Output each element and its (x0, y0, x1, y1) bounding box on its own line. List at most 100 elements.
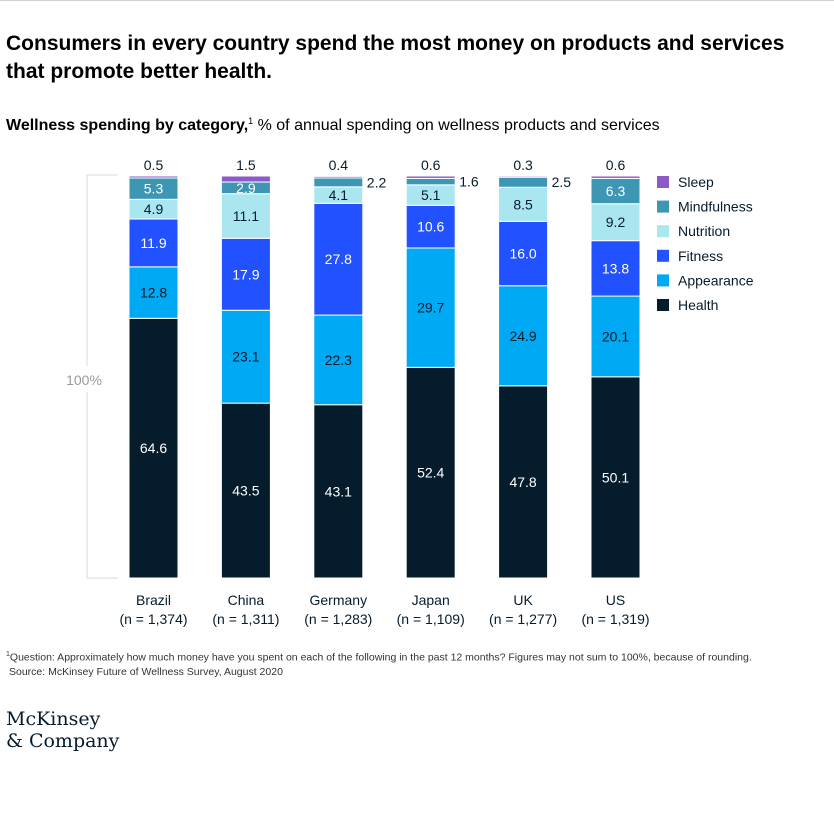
legend-label-mindfulness: Mindfulness (678, 199, 753, 215)
legend-swatch-appearance (657, 274, 669, 287)
bar-segment-health-us (590, 376, 641, 579)
legend-swatch-health (657, 299, 669, 311)
legend-swatch-fitness (657, 249, 669, 262)
data-label-mindfulness-brazil: 5.3 (144, 181, 164, 197)
category-sample-size-germany: (n = 1,283) (304, 611, 372, 627)
bar-segment-sleep-japan (405, 175, 456, 179)
chart-subtitle: Wellness spending by category,1 % of ann… (6, 116, 660, 135)
footnote-question: 1Question: Approximately how much money … (6, 648, 752, 665)
data-label-sleep-germany: 0.4 (329, 157, 349, 173)
bar-segment-health-germany (313, 404, 364, 579)
data-label-appearance-uk: 24.9 (509, 328, 536, 344)
category-label-brazil: Brazil (136, 592, 171, 608)
category-sample-size-uk: (n = 1,277) (489, 611, 557, 627)
legend-swatch-mindfulness (657, 200, 669, 213)
category-label-japan: Japan (412, 592, 450, 608)
subtitle-footnote-marker: 1 (248, 116, 254, 126)
data-label-appearance-us: 20.1 (602, 328, 629, 344)
logo-line-2: & Company (6, 730, 120, 752)
top-rule (0, 0, 834, 1)
bar-segment-fitness-us (590, 240, 641, 297)
data-label-fitness-germany: 27.8 (325, 251, 352, 267)
bar-segment-health-uk (498, 385, 549, 579)
bar-segment-sleep-us (590, 175, 641, 179)
full-scale-label: 100% (66, 372, 102, 388)
bar-segment-mindfulness-us (590, 177, 641, 205)
data-label-fitness-us: 13.8 (602, 260, 629, 276)
data-label-health-us: 50.1 (602, 469, 629, 485)
legend-label-fitness: Fitness (678, 248, 723, 264)
legend-label-appearance: Appearance (678, 272, 754, 288)
bar-segment-sleep-germany (313, 175, 364, 179)
data-label-appearance-japan: 29.7 (417, 300, 444, 316)
data-label-health-japan: 52.4 (417, 465, 444, 481)
category-label-uk: UK (513, 592, 533, 608)
bar-segment-health-brazil (128, 317, 179, 579)
data-label-mindfulness-japan: 1.6 (459, 174, 479, 190)
category-label-china: China (228, 592, 265, 608)
subtitle-bold: Wellness spending by category, (6, 117, 249, 134)
footnote-marker: 1 (6, 651, 10, 658)
data-label-mindfulness-uk: 2.5 (552, 174, 572, 190)
data-label-fitness-brazil: 11.9 (140, 235, 166, 251)
data-label-nutrition-us: 9.2 (606, 214, 626, 230)
bar-segment-appearance-uk (498, 285, 549, 387)
bar-segment-health-china (220, 402, 271, 579)
data-label-nutrition-germany: 4.1 (329, 187, 349, 203)
bar-segment-fitness-germany (313, 202, 364, 316)
data-label-sleep-us: 0.6 (606, 157, 626, 173)
category-label-germany: Germany (310, 592, 368, 608)
legend-label-nutrition: Nutrition (678, 223, 730, 239)
bar-segment-mindfulness-germany (313, 177, 364, 188)
bar-segment-sleep-brazil (128, 175, 179, 179)
footnote: 1Question: Approximately how much money … (6, 648, 752, 679)
data-label-nutrition-japan: 5.1 (421, 187, 441, 203)
data-label-fitness-uk: 16.0 (509, 246, 536, 262)
legend-label-health: Health (678, 297, 718, 313)
bar-segment-nutrition-china (220, 193, 271, 239)
category-sample-size-us: (n = 1,319) (581, 611, 649, 627)
legend-label-sleep: Sleep (678, 174, 714, 190)
bar-segment-appearance-china (220, 309, 271, 404)
bar-segment-fitness-uk (498, 220, 549, 287)
data-label-health-germany: 43.1 (325, 483, 352, 499)
footnote-question-text: Question: Approximately how much money h… (9, 651, 752, 664)
data-label-appearance-brazil: 12.8 (140, 285, 167, 301)
bar-segment-mindfulness-uk (498, 176, 549, 188)
bar-segment-mindfulness-japan (405, 177, 456, 186)
data-label-sleep-japan: 0.6 (421, 157, 441, 173)
data-label-nutrition-china: 11.1 (233, 208, 259, 224)
mckinsey-logo: McKinsey & Company (6, 708, 119, 752)
bar-segment-sleep-uk (498, 175, 549, 178)
category-label-us: US (606, 592, 625, 608)
data-label-mindfulness-germany: 2.2 (367, 174, 387, 190)
bar-segment-appearance-brazil (128, 266, 179, 319)
data-label-fitness-japan: 10.6 (417, 219, 444, 235)
data-label-mindfulness-us: 6.3 (606, 183, 626, 199)
chart-title: Consumers in every country spend the mos… (6, 32, 785, 83)
subtitle-text: % of annual spending on wellness product… (253, 117, 660, 134)
stacked-bar-chart: 100% 64.6 12.8 11.9 4.9 5.3 0.5 Brazil (n = 1,37… (60, 157, 754, 627)
bar-segment-sleep-china (220, 175, 271, 183)
legend-swatch-nutrition (657, 225, 669, 238)
bar-segment-appearance-germany (313, 314, 364, 406)
bar-segment-nutrition-us (590, 203, 641, 242)
bar-segment-fitness-japan (405, 204, 456, 249)
data-label-sleep-china: 1.5 (236, 157, 256, 173)
bar-segment-nutrition-uk (498, 186, 549, 222)
bar-segment-fitness-brazil (128, 218, 179, 268)
category-sample-size-brazil: (n = 1,374) (119, 611, 187, 627)
full-scale-label-bg (60, 366, 120, 392)
bar-segment-fitness-china (220, 237, 271, 311)
data-label-nutrition-brazil: 4.9 (144, 201, 164, 217)
category-sample-size-china: (n = 1,311) (212, 611, 279, 627)
data-label-fitness-china: 17.9 (232, 266, 259, 282)
data-label-mindfulness-china: 2.9 (236, 180, 256, 196)
legend-swatch-sleep (657, 176, 669, 188)
bar-segment-health-japan (405, 366, 456, 579)
bar-segment-appearance-us (590, 295, 641, 378)
logo-line-1: McKinsey (6, 708, 101, 730)
data-label-health-uk: 47.8 (509, 474, 536, 490)
category-sample-size-japan: (n = 1,109) (397, 611, 465, 627)
data-label-health-china: 43.5 (232, 483, 259, 499)
